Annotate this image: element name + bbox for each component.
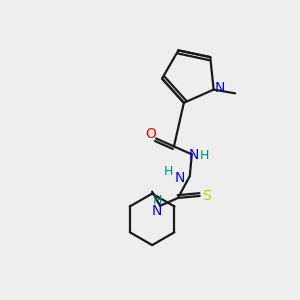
Text: N: N [175, 171, 185, 185]
Text: N: N [189, 148, 199, 162]
Text: O: O [146, 127, 157, 140]
Text: N: N [152, 204, 162, 218]
Text: H: H [200, 149, 209, 162]
Text: S: S [202, 189, 211, 203]
Text: H: H [152, 194, 162, 207]
Text: H: H [163, 165, 173, 178]
Text: N: N [214, 81, 225, 94]
